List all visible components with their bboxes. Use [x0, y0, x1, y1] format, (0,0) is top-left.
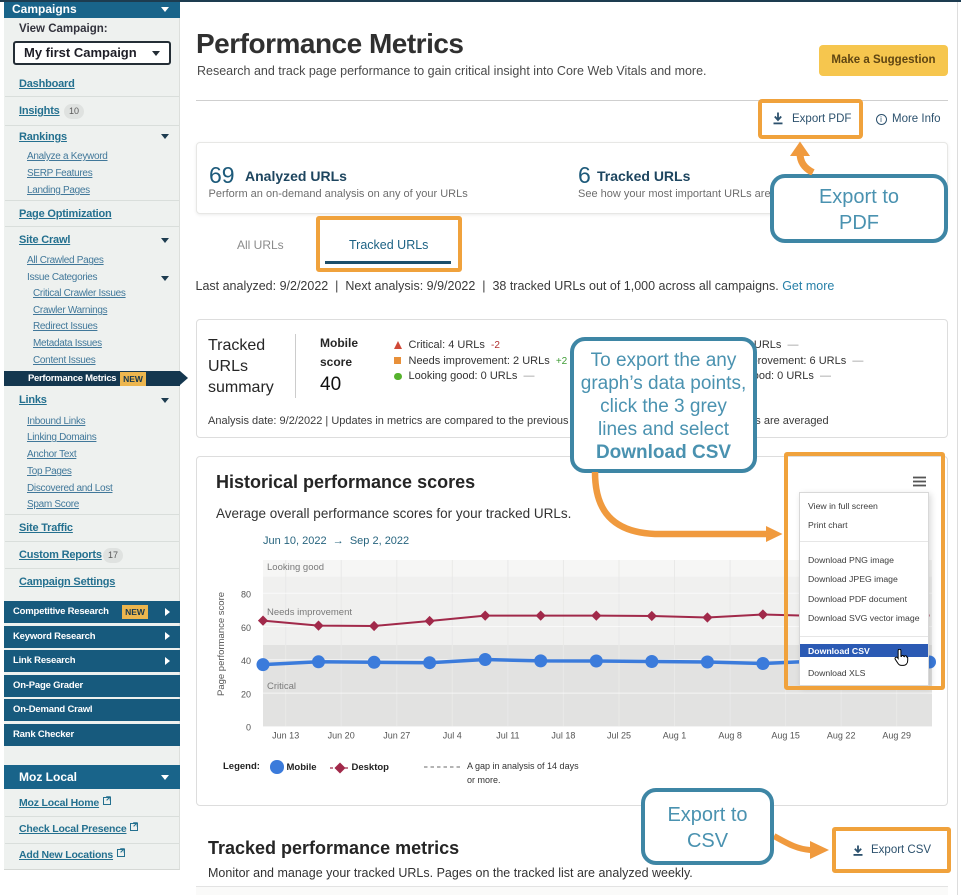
svg-text:Jun 27: Jun 27: [383, 731, 410, 741]
svg-text:0: 0: [246, 723, 251, 733]
svg-text:Jul 11: Jul 11: [496, 731, 519, 741]
svg-text:80: 80: [241, 590, 251, 600]
svg-text:Jun 20: Jun 20: [328, 731, 355, 741]
svg-text:60: 60: [241, 623, 251, 633]
svg-text:Jul 4: Jul 4: [443, 731, 462, 741]
svg-text:Page performance score: Page performance score: [216, 592, 227, 696]
svg-text:Aug 22: Aug 22: [827, 731, 856, 741]
svg-text:Looking good: Looking good: [267, 562, 324, 573]
svg-text:Needs improvement: Needs improvement: [267, 607, 352, 618]
svg-text:40: 40: [241, 656, 251, 666]
svg-text:20: 20: [241, 689, 251, 699]
svg-text:Aug 1: Aug 1: [663, 731, 687, 741]
svg-text:Aug 29: Aug 29: [882, 731, 911, 741]
svg-text:Jul 25: Jul 25: [607, 731, 631, 741]
svg-text:Critical: Critical: [267, 681, 296, 692]
svg-text:Aug 15: Aug 15: [771, 731, 800, 741]
svg-text:Jun 13: Jun 13: [272, 731, 299, 741]
svg-text:Jul 18: Jul 18: [551, 731, 575, 741]
svg-text:Aug 8: Aug 8: [718, 731, 742, 741]
